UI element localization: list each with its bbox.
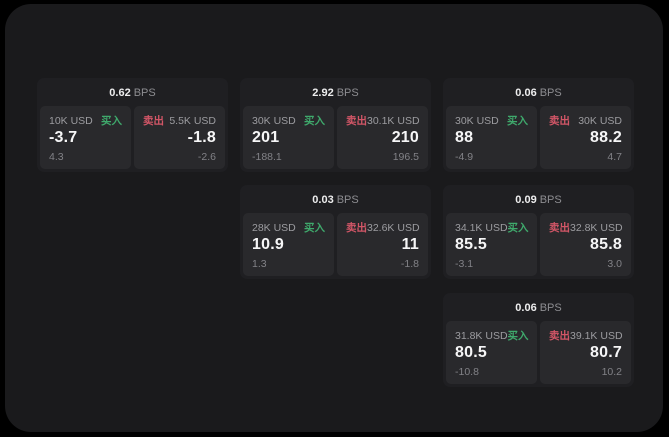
sell-amount: 39.1K USD [570, 329, 623, 342]
quote-card: 0.06 BPS 30K USD 买入 88 -4.9 卖出 30K USD 88… [443, 78, 634, 172]
buy-delta: -188.1 [252, 151, 282, 163]
buy-delta: -3.1 [455, 258, 474, 270]
sell-panel[interactable]: 卖出 5.5K USD -1.8 -2.6 [134, 106, 225, 169]
bps-header: 2.92 BPS [243, 81, 428, 106]
bps-header: 0.06 BPS [446, 81, 631, 106]
bps-value: 0.03 [312, 194, 334, 206]
buy-price: 85.5 [455, 236, 487, 253]
buy-side-label: 买入 [304, 222, 325, 234]
sell-amount: 32.6K USD [367, 221, 420, 234]
bps-unit-label: BPS [539, 302, 562, 314]
buy-price: -3.7 [49, 129, 78, 146]
buy-amount: 30K USD [252, 114, 296, 127]
sell-amount: 5.5K USD [169, 114, 216, 127]
sell-panel[interactable]: 卖出 30K USD 88.2 4.7 [540, 106, 631, 169]
bps-unit-label: BPS [539, 87, 562, 99]
sell-panel[interactable]: 卖出 32.8K USD 85.8 3.0 [540, 213, 631, 276]
buy-side-label: 买入 [507, 330, 529, 342]
bps-value: 0.62 [109, 87, 131, 99]
buy-panel[interactable]: 30K USD 买入 88 -4.9 [446, 106, 537, 169]
quote-card: 0.62 BPS 10K USD 买入 -3.7 4.3 卖出 5.5K USD … [37, 78, 228, 172]
buy-amount: 31.8K USD [455, 329, 508, 342]
buy-price: 201 [252, 129, 280, 146]
buy-panel[interactable]: 28K USD 买入 10.9 1.3 [243, 213, 334, 276]
buy-amount: 30K USD [455, 114, 499, 127]
bps-value: 0.09 [515, 194, 537, 206]
bps-unit-label: BPS [336, 87, 359, 99]
buy-price: 80.5 [455, 344, 487, 361]
sell-delta: 10.2 [601, 366, 622, 378]
quote-card: 0.06 BPS 31.8K USD 买入 80.5 -10.8 卖出 39.1K… [443, 293, 634, 387]
buy-price: 88 [455, 129, 474, 146]
sell-amount: 32.8K USD [570, 221, 623, 234]
buy-amount: 28K USD [252, 221, 296, 234]
sell-panel[interactable]: 卖出 39.1K USD 80.7 10.2 [540, 321, 631, 384]
sell-price: 88.2 [590, 129, 622, 146]
buy-delta: -4.9 [455, 151, 474, 163]
buy-side-label: 买入 [507, 222, 529, 234]
buy-amount: 10K USD [49, 114, 93, 127]
buy-side-label: 买入 [101, 115, 122, 127]
bps-header: 0.62 BPS [40, 81, 225, 106]
buy-panel[interactable]: 10K USD 买入 -3.7 4.3 [40, 106, 131, 169]
sell-delta: -1.8 [400, 258, 419, 270]
quote-card: 2.92 BPS 30K USD 买入 201 -188.1 卖出 30.1K U… [240, 78, 431, 172]
buy-amount: 34.1K USD [455, 221, 508, 234]
bps-unit-label: BPS [133, 87, 156, 99]
bps-value: 2.92 [312, 87, 334, 99]
bps-header: 0.06 BPS [446, 296, 631, 321]
buy-delta: 4.3 [49, 151, 64, 163]
sell-side-label: 卖出 [549, 115, 570, 127]
sell-price: 85.8 [590, 236, 622, 253]
bps-header: 0.03 BPS [243, 188, 428, 213]
bps-unit-label: BPS [336, 194, 359, 206]
sell-side-label: 卖出 [549, 222, 570, 234]
buy-panel[interactable]: 30K USD 买入 201 -188.1 [243, 106, 334, 169]
sell-amount: 30K USD [578, 114, 622, 127]
quote-card: 0.09 BPS 34.1K USD 买入 85.5 -3.1 卖出 32.8K … [443, 185, 634, 279]
bps-unit-label: BPS [539, 194, 562, 206]
sell-delta: 196.5 [392, 151, 419, 163]
buy-price: 10.9 [252, 236, 284, 253]
buy-panel[interactable]: 31.8K USD 买入 80.5 -10.8 [446, 321, 537, 384]
sell-price: 11 [401, 236, 419, 253]
sell-panel[interactable]: 卖出 30.1K USD 210 196.5 [337, 106, 428, 169]
bps-header: 0.09 BPS [446, 188, 631, 213]
bps-value: 0.06 [515, 302, 537, 314]
sell-price: 80.7 [590, 344, 622, 361]
buy-delta: -10.8 [455, 366, 479, 378]
buy-delta: 1.3 [252, 258, 267, 270]
sell-side-label: 卖出 [346, 115, 367, 127]
quote-card: 0.03 BPS 28K USD 买入 10.9 1.3 卖出 32.6K USD… [240, 185, 431, 279]
sell-amount: 30.1K USD [367, 114, 420, 127]
sell-price: -1.8 [187, 129, 216, 146]
buy-panel[interactable]: 34.1K USD 买入 85.5 -3.1 [446, 213, 537, 276]
sell-panel[interactable]: 卖出 32.6K USD 11 -1.8 [337, 213, 428, 276]
sell-side-label: 卖出 [549, 330, 570, 342]
sell-delta: -2.6 [197, 151, 216, 163]
sell-delta: 3.0 [607, 258, 622, 270]
buy-side-label: 买入 [304, 115, 325, 127]
sell-delta: 4.7 [607, 151, 622, 163]
sell-price: 210 [391, 129, 419, 146]
buy-side-label: 买入 [507, 115, 528, 127]
sell-side-label: 卖出 [143, 115, 164, 127]
sell-side-label: 卖出 [346, 222, 367, 234]
bps-value: 0.06 [515, 87, 537, 99]
